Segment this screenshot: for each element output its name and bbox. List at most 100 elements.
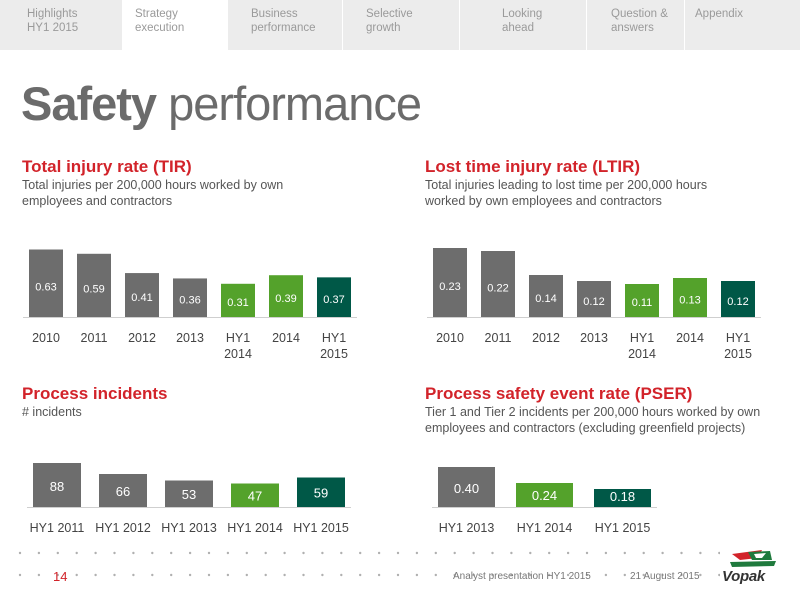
footer-dot — [188, 551, 192, 555]
pser-data-label-2: 0.18 — [610, 489, 635, 504]
footer-dot — [415, 573, 419, 577]
ltir-bar-1 — [481, 251, 515, 317]
pi-section: Process incidents # incidents — [22, 384, 352, 420]
pi-chart: 88 HY1 2011 66 HY1 2012 53 HY1 2013 47 HY1 2014… — [27, 463, 351, 535]
footer-dot — [453, 573, 456, 577]
footer-dot — [453, 551, 456, 555]
footer-dot — [434, 551, 437, 555]
footer-dot — [245, 573, 248, 577]
tir-section: Total injury rate (TIR) Total injuries p… — [22, 157, 352, 209]
footer-dot — [113, 573, 116, 577]
ltir-data-label-2: 0.14 — [535, 293, 556, 305]
footer-dot — [472, 573, 475, 577]
tab-label: Appendix — [695, 8, 743, 20]
ltir-category-label-5: 2014 — [676, 331, 704, 345]
tir-bar-5 — [269, 275, 303, 317]
tab-appendix[interactable]: Appendix — [684, 0, 800, 50]
pi-title: Process incidents — [22, 384, 168, 403]
tab-label: Business performance — [251, 8, 316, 34]
pi-category-label-2: HY1 2013 — [161, 521, 217, 535]
footer-dot — [548, 551, 551, 555]
footer-dot — [434, 573, 437, 577]
footer-dot — [510, 573, 513, 577]
tir-subtitle: Total injuries per 200,000 hours worked … — [22, 178, 284, 208]
tir-data-label-0: 0.63 — [35, 282, 56, 294]
pi-data-label-2: 53 — [182, 487, 196, 502]
footer-dot — [585, 573, 589, 577]
ltir-category-label-3: 2013 — [580, 331, 608, 345]
footer-dot — [472, 551, 475, 555]
footer-dot — [37, 573, 41, 577]
footer-dot — [718, 551, 720, 555]
tir-category-label-0: 2010 — [32, 331, 60, 345]
tir-data-label-5: 0.39 — [275, 293, 296, 305]
footer-dot — [585, 551, 589, 555]
footer-dot — [132, 551, 135, 555]
footer-dot — [207, 573, 211, 577]
pser-data-label-1: 0.24 — [532, 488, 557, 503]
tir-category-label-4: HY1 2014 — [224, 331, 252, 361]
tab-highlights[interactable]: Highlights HY1 2015 — [0, 0, 122, 50]
tab-label: Selective growth — [366, 8, 413, 34]
tab-looking-ahead[interactable]: Looking ahead — [459, 0, 586, 50]
vopak-logo-text: Vopak — [722, 568, 765, 585]
footer-dot — [283, 573, 286, 577]
footer-presentation-name: Analyst presentation HY1 2015 — [453, 571, 591, 582]
footer-dot — [340, 551, 343, 555]
footer-dot — [661, 551, 664, 555]
ltir-bar-6 — [721, 281, 755, 317]
page-title-bold: Safety — [21, 77, 157, 130]
footer-dot — [377, 551, 381, 555]
tir-chart: 0.63 2010 0.59 2011 0.41 2012 0.36 2013 0.31 HY1 2… — [23, 249, 357, 361]
footer-dot — [264, 573, 267, 577]
footer-dot — [529, 573, 532, 577]
footer-dot — [245, 551, 248, 555]
footer-dot — [18, 551, 22, 555]
pi-data-label-3: 47 — [248, 488, 262, 503]
ltir-data-label-3: 0.12 — [583, 296, 604, 308]
footer-dot — [491, 551, 494, 555]
footer-dot — [680, 551, 683, 555]
footer-dot — [566, 551, 570, 555]
footer-dot — [321, 551, 324, 555]
tir-bar-1 — [77, 253, 111, 317]
footer-dot — [226, 551, 230, 555]
tir-title: Total injury rate (TIR) — [22, 157, 192, 176]
pi-bar-0 — [33, 463, 81, 507]
tab-business-performance[interactable]: Business performance — [227, 0, 342, 50]
tir-bar-4 — [221, 283, 255, 317]
pi-data-label-1: 66 — [116, 484, 130, 499]
tab-strategy-execution[interactable]: Strategy execution — [122, 0, 227, 50]
footer-dot — [604, 551, 608, 555]
footer-dot — [132, 573, 135, 577]
footer-dot — [680, 573, 683, 577]
footer-dot — [642, 551, 645, 555]
footer-dot — [226, 573, 230, 577]
pi-bar-3 — [231, 483, 279, 507]
footer-dot — [415, 551, 419, 555]
pser-category-label-2: HY1 2015 — [595, 521, 651, 535]
pi-category-label-0: HY1 2011 — [30, 521, 85, 535]
footer-dot — [94, 573, 97, 577]
pser-title: Process safety event rate (PSER) — [425, 384, 693, 403]
tab-question-answers[interactable]: Question & answers — [586, 0, 684, 50]
ltir-title: Lost time injury rate (LTIR) — [425, 157, 641, 176]
pser-bar-0 — [438, 467, 495, 507]
pser-chart: 0.40 HY1 2013 0.24 HY1 2014 0.18 HY1 2015 — [432, 467, 657, 535]
tir-data-label-1: 0.59 — [83, 284, 104, 296]
tab-selective-growth[interactable]: Selective growth — [342, 0, 459, 50]
page-title: Safety performance — [21, 76, 422, 132]
tab-label: Question & answers — [611, 8, 668, 34]
page-number: 14 — [53, 569, 68, 584]
footer-dot — [699, 551, 702, 555]
footer-dot — [699, 573, 702, 577]
tir-category-label-6: HY1 2015 — [320, 331, 348, 361]
ltir-bar-4 — [625, 284, 659, 317]
footer-dot — [94, 551, 97, 555]
ltir-section: Lost time injury rate (LTIR) Total injur… — [425, 157, 755, 209]
footer-dot — [510, 551, 513, 555]
vopak-logo — [730, 550, 776, 567]
tir-category-label-5: 2014 — [272, 331, 300, 345]
footer-dot — [37, 551, 41, 555]
footer-dot — [188, 573, 192, 577]
